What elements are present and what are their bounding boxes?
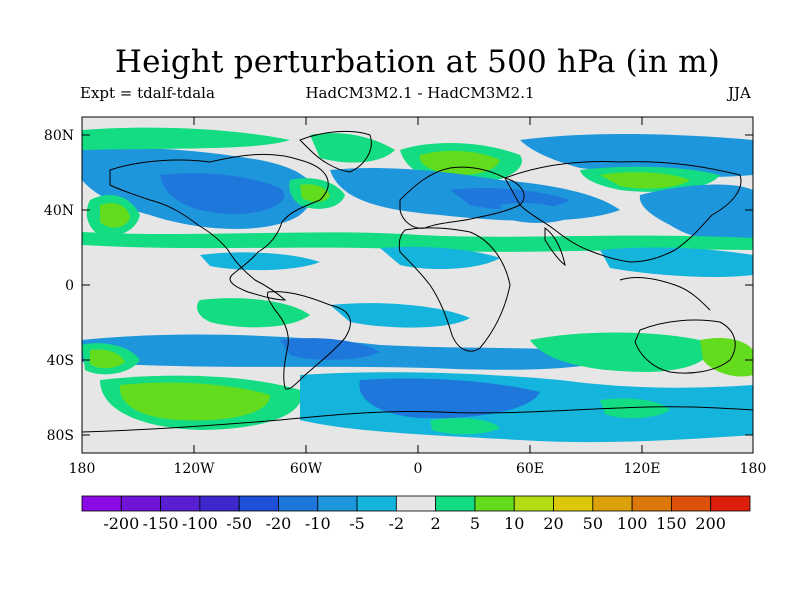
contour-blue-south-atlantic [330,303,470,328]
lon-label-120w: 120W [173,461,215,477]
lat-axis: 80N 40N 0 40S 80S [44,128,753,444]
coast-southeast-asia-islands [619,277,711,311]
colorbar-swatch [238,495,279,512]
colorbar-label: 2 [431,514,441,533]
coast-greenland [299,130,372,173]
contour-green-south-indian-high [600,398,670,419]
colorbar-swatch [120,495,161,512]
lat-label-80n: 80N [44,128,74,144]
coast-australia [634,319,736,374]
coast-antarctica [82,406,753,433]
colorbar-label: -20 [266,514,292,533]
colorbar-label: -10 [305,514,331,533]
lon-label-0: 0 [414,461,423,477]
colorbar-swatch [317,495,358,512]
coastlines [82,130,753,433]
coast-south-america [267,291,351,390]
colorbar-swatch [160,495,201,512]
colorbar-swatch [671,495,712,512]
lat-label-40n: 40N [44,203,74,219]
colorbar-label: 20 [543,514,563,533]
colorbar-swatch [435,495,476,512]
colorbar-label: -50 [226,514,252,533]
coast-india [544,227,566,267]
contour-lime-north-pacific [100,203,130,228]
contour-field [82,117,753,453]
colorbar-swatch [513,495,554,512]
colorbar-swatch [631,495,672,512]
contour-green-pacific-north [82,127,290,150]
contour-blue-subtropical-atlantic [380,246,500,270]
colorbar-label: 5 [470,514,480,533]
model-label: HadCM3M2.1 - HadCM3M2.1 [305,84,535,102]
contour-lime-south-west-pacific [90,349,125,369]
lon-label-60e: 60E [516,461,544,477]
lat-label-40s: 40S [47,353,74,369]
contour-deep-blue-antarctic [359,378,540,419]
colorbar-label: -5 [349,514,365,533]
colorbar-label: 10 [504,514,524,533]
lat-label-80s: 80S [47,428,74,444]
lon-axis: 180 120W 60W 0 60E 120E 180 [69,117,767,477]
colorbar: -200 -150 -100 -50 -20 -10 -5 -2 2 5 10 20 50 100 150 2… [81,495,751,533]
season-label: JJA [728,84,751,102]
contour-deep-blue-na [160,173,285,215]
contour-lime-australia [700,338,753,377]
lon-label-180e: 180 [740,461,767,477]
lat-label-0: 0 [65,278,74,294]
contour-blue-south-atlantic-deep [280,338,380,360]
colorbar-label: -100 [182,514,218,533]
colorbar-label: -150 [143,514,179,533]
contour-green-south-indian-low [430,418,500,435]
colorbar-label: 200 [695,514,726,533]
coast-africa [398,227,511,352]
colorbar-swatch [278,495,319,512]
lon-label-60w: 60W [290,461,323,477]
lon-label-180w: 180 [69,461,96,477]
plot-title: Height perturbation at 500 hPa (in m) [114,44,721,80]
colorbar-swatch [356,495,397,512]
colorbar-label: -2 [389,514,405,533]
contour-blue-tropical-pacific [200,252,320,271]
colorbar-swatch [199,495,240,512]
contour-green-greenland [310,133,395,163]
colorbar-swatch [592,495,633,512]
contour-green-subtropical-belt [82,232,753,252]
colorbar-label: 150 [656,514,687,533]
contour-blue-east-asia [639,184,753,242]
contour-lime-siberia [600,172,690,189]
contour-blue-tropical-west [600,247,753,278]
lon-label-120e: 120E [624,461,661,477]
colorbar-label: 100 [617,514,648,533]
coast-asia [504,161,742,263]
colorbar-swatch [81,495,122,512]
contour-green-south-indian [530,332,708,372]
colorbar-swatch [710,495,751,512]
colorbar-label: 50 [583,514,603,533]
experiment-label: Expt = tdalf-tdala [80,84,215,102]
contour-blue-india [500,203,575,223]
colorbar-swatch [474,495,515,512]
colorbar-swatch [395,495,437,512]
colorbar-label: -200 [103,514,139,533]
contour-lime-south-pacific-mid [119,382,270,421]
colorbar-swatch [553,495,594,512]
coast-north-america [109,153,329,301]
